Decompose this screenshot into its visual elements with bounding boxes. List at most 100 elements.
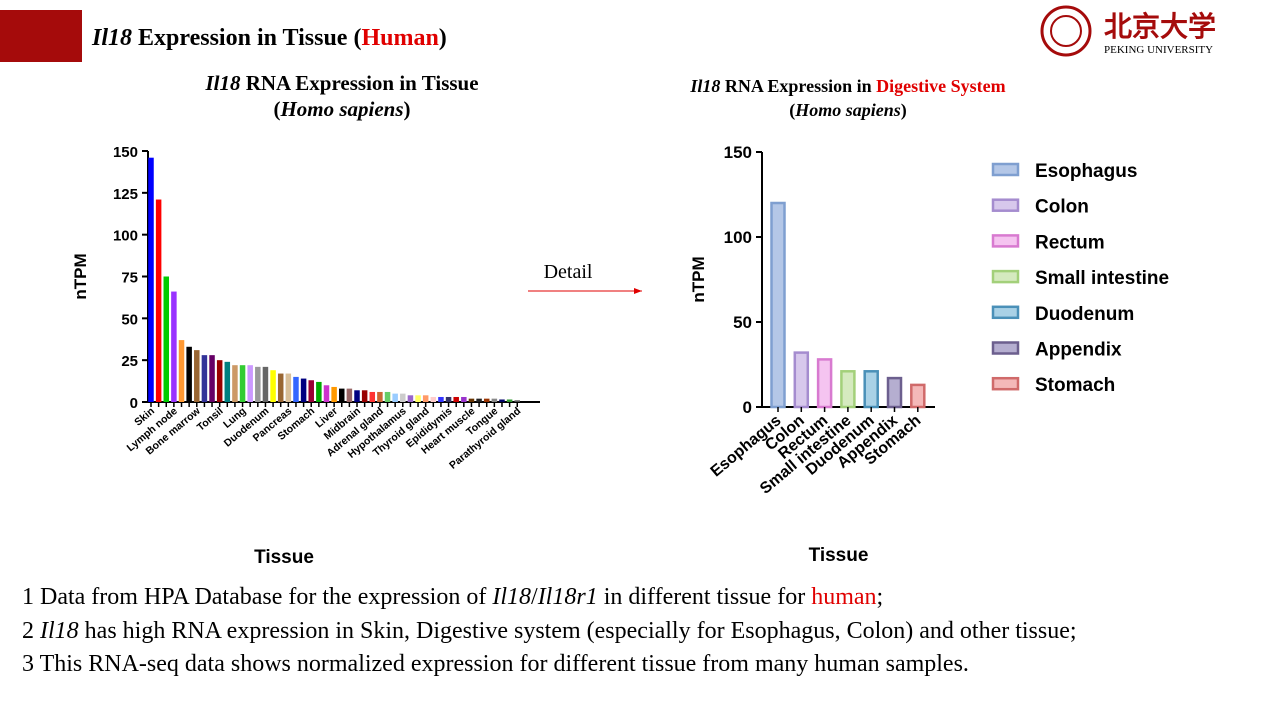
y-tick-label: 0 <box>130 395 138 412</box>
note-part: 2 <box>22 618 40 644</box>
y-tick-label: 75 <box>121 270 138 287</box>
title-part: RNA Expression in Tissue <box>240 71 478 95</box>
title-part: ) <box>439 25 447 51</box>
bar <box>438 396 444 402</box>
note-part: ; <box>877 584 884 610</box>
y-tick-label: 125 <box>113 186 138 203</box>
bar <box>354 390 360 402</box>
x-tick-label: Tonsil <box>195 405 226 434</box>
note-part: 1 Data from HPA Database for the express… <box>22 584 492 610</box>
logo-seal-inner <box>1050 15 1082 47</box>
legend-swatch <box>991 341 1020 355</box>
subtitle-part: ) <box>901 100 907 121</box>
title-part: Il18 <box>689 76 720 96</box>
bar <box>483 398 490 402</box>
chart-title: Il18 RNA Expression in Digestive System <box>689 76 1005 96</box>
note-part: Il18r1 <box>537 584 598 610</box>
bar <box>201 355 208 402</box>
chart-subtitle: (Homo sapiens) <box>789 100 907 121</box>
bar <box>186 346 192 402</box>
bar <box>422 395 429 402</box>
bar <box>239 365 246 402</box>
legend-swatch <box>991 269 1020 284</box>
legend-label: Appendix <box>1035 340 1122 361</box>
header-block <box>0 10 82 62</box>
bar <box>194 350 200 402</box>
note: 3 This RNA-seq data shows normalized exp… <box>22 651 969 677</box>
bar <box>285 373 292 402</box>
bar <box>400 393 406 402</box>
bar <box>506 399 513 402</box>
bar <box>323 385 330 402</box>
logo-en: PEKING UNIVERSITY <box>1104 44 1213 56</box>
subtitle-part: ) <box>404 97 411 121</box>
bar <box>816 358 833 409</box>
bar <box>384 391 391 402</box>
arrow-label: Detail <box>544 261 593 283</box>
chart-subtitle: (Homo sapiens) <box>273 97 410 121</box>
bar <box>224 361 231 402</box>
bar <box>361 390 368 402</box>
bar <box>840 370 856 409</box>
y-tick-label: 50 <box>121 311 138 328</box>
slide-title: Il18 Expression in Tissue (Human) <box>91 25 447 51</box>
note-part: Il18 <box>39 618 79 644</box>
title-part: Il18 <box>91 25 132 51</box>
subtitle-part: ( <box>273 97 280 121</box>
bar <box>262 366 269 402</box>
bar <box>499 399 505 402</box>
bar <box>171 291 177 402</box>
y-tick-label: 25 <box>121 353 138 370</box>
bar <box>445 396 452 402</box>
bar <box>461 396 467 402</box>
bar <box>491 398 498 402</box>
subtitle-part: Homo sapiens <box>794 100 901 120</box>
y-tick-label: 150 <box>113 144 138 161</box>
logo: 北京大学 PEKING UNIVERSITY <box>1040 5 1216 57</box>
bar <box>514 400 520 402</box>
bar <box>255 366 261 402</box>
bar <box>247 365 253 402</box>
bar <box>430 396 437 402</box>
bar <box>770 201 786 409</box>
legend-label: Small intestine <box>1035 268 1169 289</box>
note: 1 Data from HPA Database for the express… <box>22 584 883 610</box>
bar <box>377 391 383 402</box>
legend-swatch <box>991 305 1020 320</box>
logo-cn: 北京大学 <box>1104 10 1216 43</box>
title-part: Il18 <box>204 71 241 95</box>
logo-seal <box>1040 5 1092 57</box>
note-part: in different tissue for <box>598 584 812 610</box>
title-part: RNA Expression in <box>720 76 876 96</box>
legend-label: Stomach <box>1035 375 1115 396</box>
bar <box>293 376 299 402</box>
bar <box>453 396 459 402</box>
bar <box>331 386 337 402</box>
y-axis-label: nTPM <box>71 253 90 299</box>
subtitle-part: ( <box>789 100 795 121</box>
bar <box>178 340 185 402</box>
note-part: 3 This RNA-seq data shows normalized exp… <box>22 651 969 677</box>
bar <box>910 383 926 409</box>
legend-swatch <box>991 234 1020 248</box>
x-axis-label: Tissue <box>809 545 869 566</box>
note-part: / <box>531 584 538 610</box>
legend-label: Esophagus <box>1035 161 1137 182</box>
bar <box>300 378 307 402</box>
bar <box>793 351 810 409</box>
bar <box>270 370 276 402</box>
bar <box>886 376 903 409</box>
legend-label: Rectum <box>1035 232 1105 253</box>
bar <box>407 395 414 402</box>
bar <box>468 398 475 402</box>
bar <box>216 360 223 402</box>
x-axis-label: Tissue <box>254 547 314 568</box>
bar <box>163 276 170 402</box>
subtitle-part: Homo sapiens <box>279 97 403 121</box>
note: 2 Il18 has high RNA expression in Skin, … <box>22 618 1077 644</box>
bar <box>346 388 353 402</box>
chart-title: Il18 RNA Expression in Tissue <box>204 71 478 95</box>
y-axis-label: nTPM <box>689 256 708 302</box>
bar <box>476 398 482 402</box>
